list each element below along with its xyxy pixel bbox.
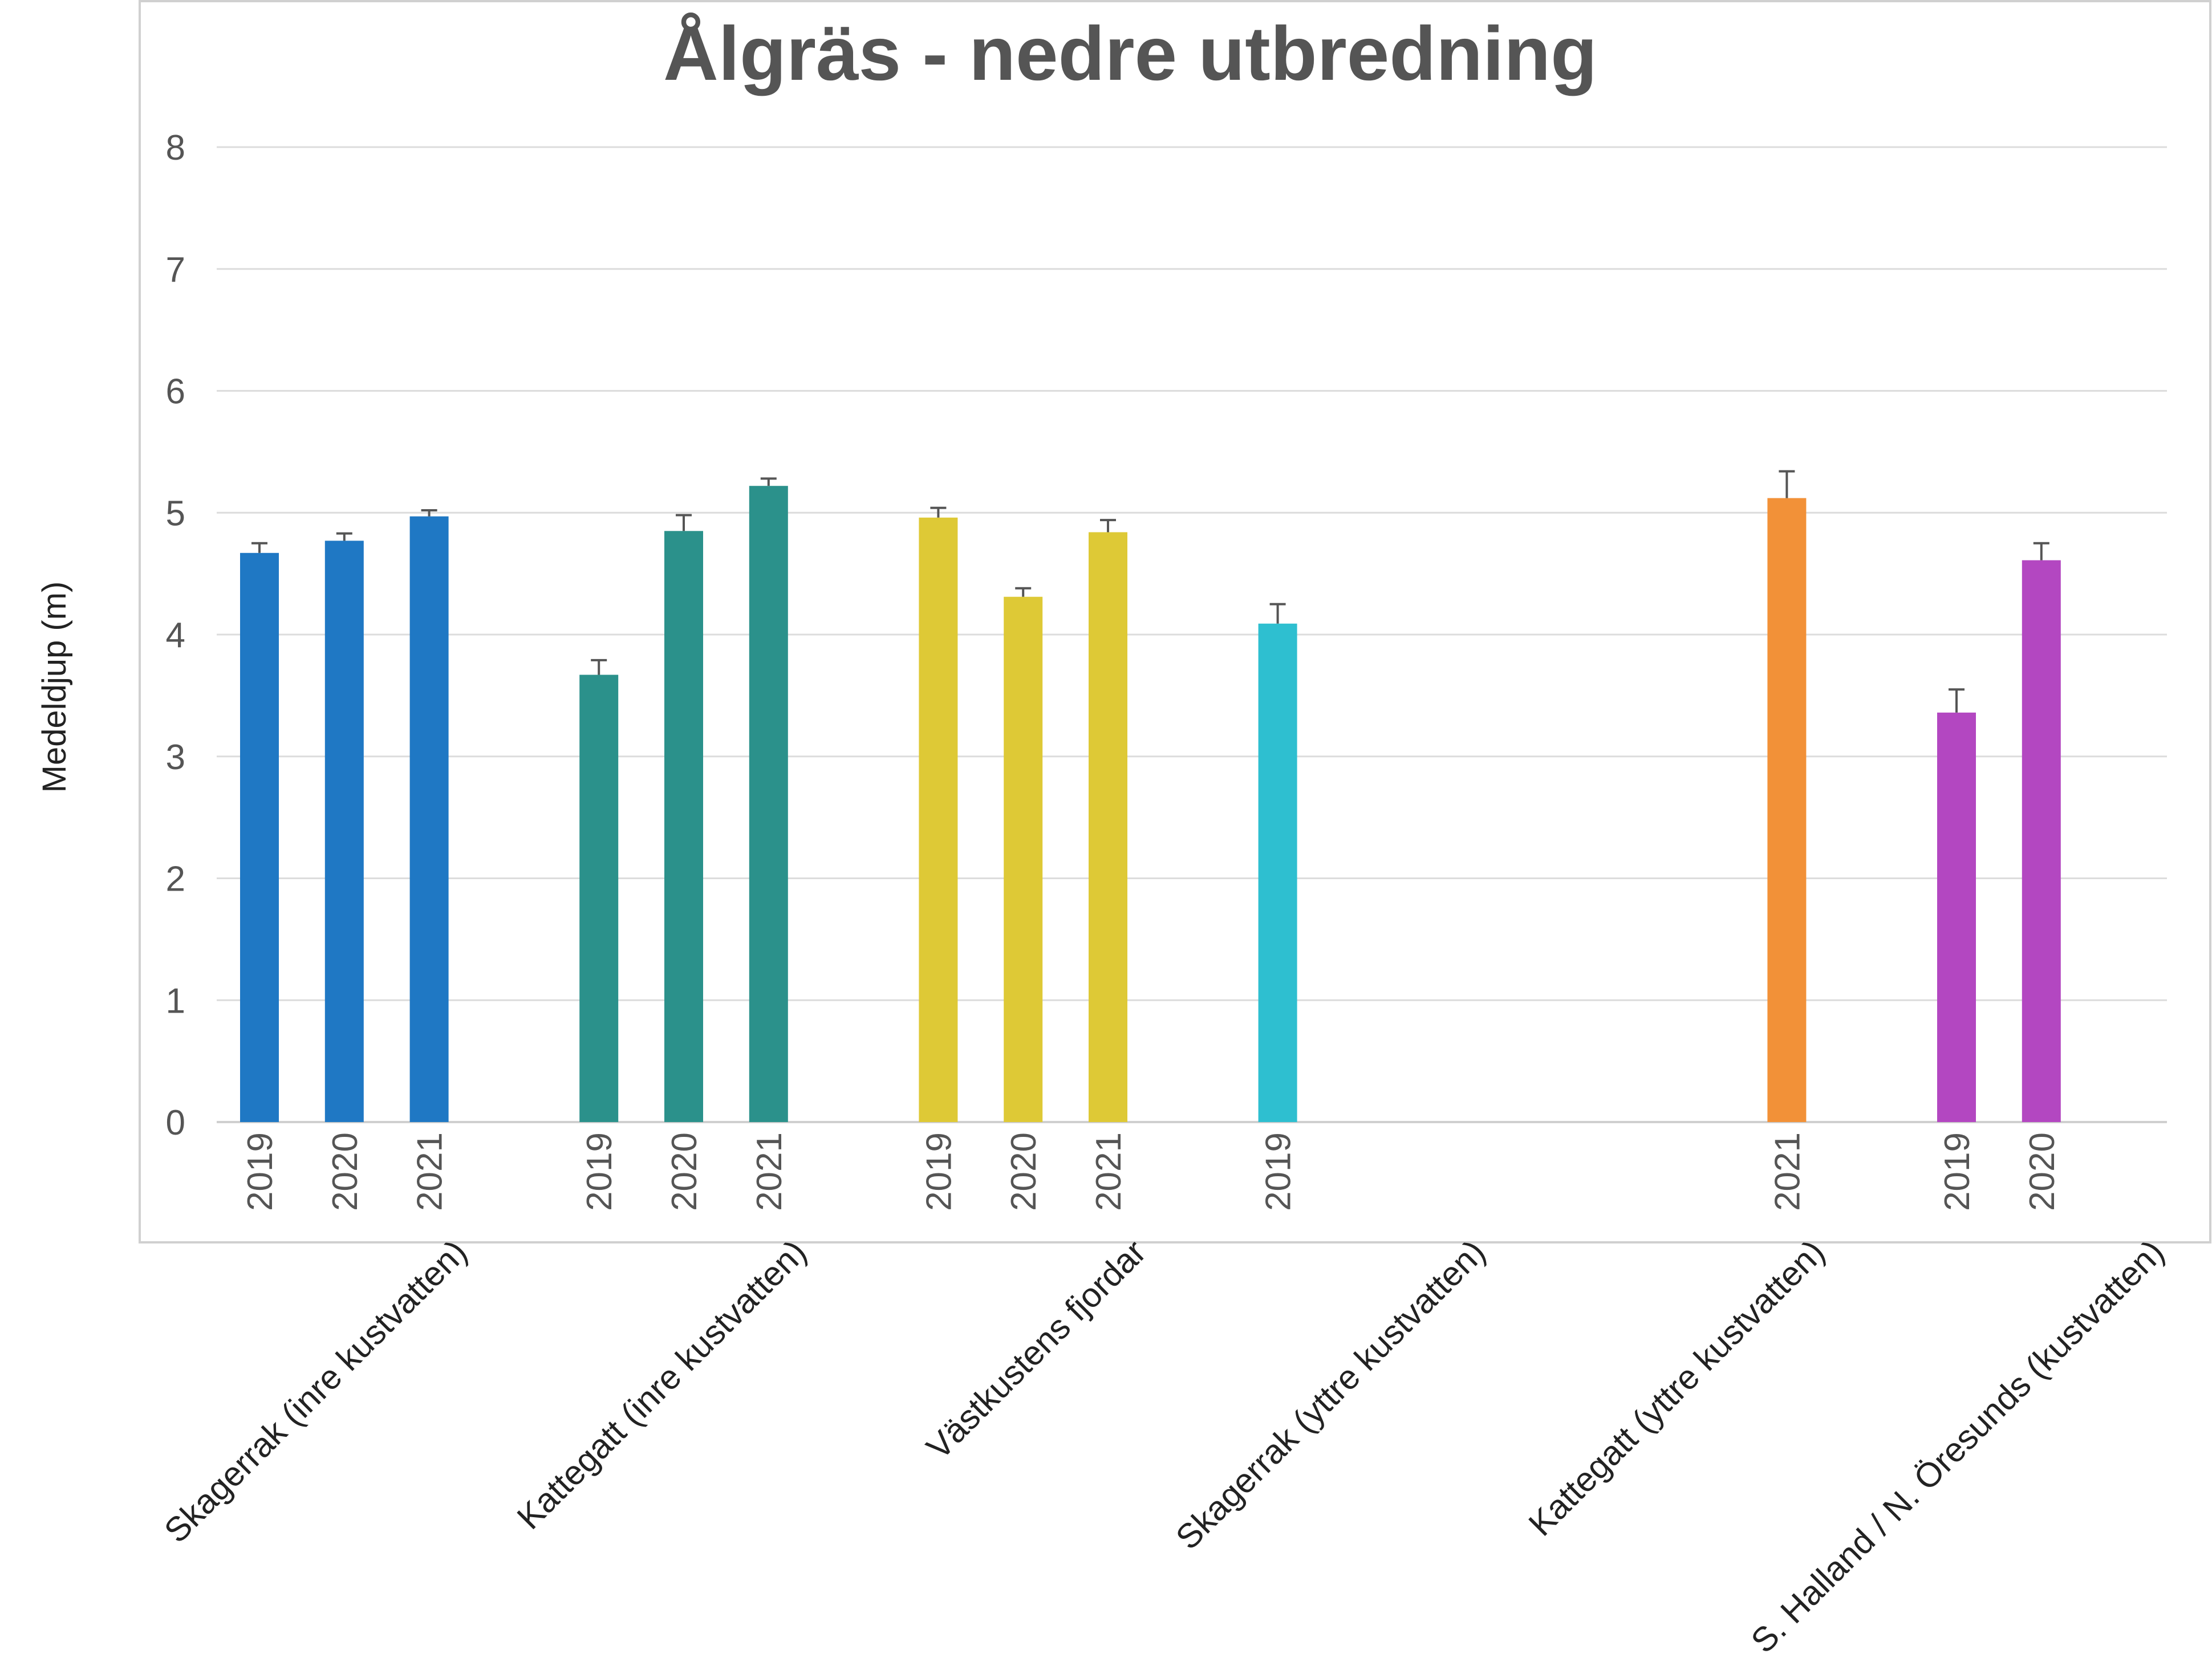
gridlines (217, 146, 2167, 1123)
y-axis-ticks: 0 1 2 3 4 5 6 7 8 (166, 128, 185, 1143)
x-tick-label: 2021 (1089, 1132, 1129, 1211)
bar (409, 516, 449, 1122)
y-tick-label: 3 (166, 738, 185, 777)
error-bar (421, 509, 437, 517)
x-tick-label: 2019 (919, 1132, 959, 1211)
y-tick-label: 7 (166, 250, 185, 290)
y-tick-label: 5 (166, 494, 185, 533)
bar (1937, 712, 1976, 1122)
bar (919, 517, 958, 1122)
x-tick-label: 2019 (580, 1132, 619, 1211)
group-label: Kattegatt (yttre kustvatten) (1521, 1233, 1832, 1543)
y-tick-label: 1 (166, 981, 185, 1021)
bar (1767, 498, 1807, 1122)
error-bar (2033, 542, 2049, 560)
x-tick-label: 2021 (411, 1132, 450, 1211)
chart-title: Ålgräs - nedre utbredning (663, 11, 1597, 96)
group-label: Kattegatt (inre kustvatten) (510, 1233, 814, 1537)
x-axis-group-labels: Skagerrak (inre kustvatten) Kattegatt (in… (157, 1233, 2172, 1658)
bar (579, 674, 619, 1122)
error-bar (1949, 688, 1965, 713)
x-tick-label: 2019 (241, 1132, 280, 1211)
bar (324, 541, 364, 1122)
group-label: Västkustens fjordar (919, 1233, 1154, 1467)
bar (240, 552, 279, 1122)
y-tick-label: 4 (166, 616, 185, 655)
y-tick-label: 0 (166, 1103, 185, 1143)
bar (749, 486, 788, 1122)
error-bar (336, 532, 352, 541)
bars (240, 470, 2061, 1123)
y-tick-label: 6 (166, 372, 185, 412)
bar (2022, 560, 2061, 1122)
y-tick-label: 2 (166, 860, 185, 899)
bar (664, 531, 703, 1122)
group-label: S. Halland / N. Öresunds (kustvatten) (1744, 1233, 2172, 1655)
bar (1258, 623, 1297, 1122)
group-label: Skagerrak (yttre kustvatten) (1168, 1233, 1492, 1557)
error-bar (1100, 519, 1116, 533)
group-label: Skagerrak (inre kustvatten) (157, 1233, 474, 1550)
error-bar (1015, 587, 1032, 597)
x-tick-label: 2020 (1004, 1132, 1044, 1211)
x-tick-label: 2021 (750, 1132, 789, 1211)
plot-frame (139, 0, 2211, 1244)
error-bar (676, 514, 692, 531)
error-bar (591, 659, 607, 675)
x-tick-label: 2020 (326, 1132, 365, 1211)
y-tick-label: 8 (166, 128, 185, 168)
x-tick-label: 2019 (1259, 1132, 1298, 1211)
error-bar (251, 542, 267, 553)
bar (1004, 596, 1043, 1122)
x-tick-label: 2021 (1768, 1132, 1807, 1211)
error-bar (1269, 603, 1286, 624)
x-tick-label: 2020 (665, 1132, 704, 1211)
x-tick-label: 2019 (1938, 1132, 1977, 1211)
error-bar (1779, 470, 1795, 498)
y-axis-label: Medeldjup (m) (36, 582, 73, 793)
error-bar (930, 506, 947, 518)
x-axis-year-labels: 2019 2020 2021 2019 2020 2021 2019 2020 2021 2019… (241, 1132, 2062, 1211)
error-bar (760, 477, 777, 486)
bar (1089, 532, 1127, 1123)
x-tick-label: 2020 (2023, 1132, 2062, 1211)
